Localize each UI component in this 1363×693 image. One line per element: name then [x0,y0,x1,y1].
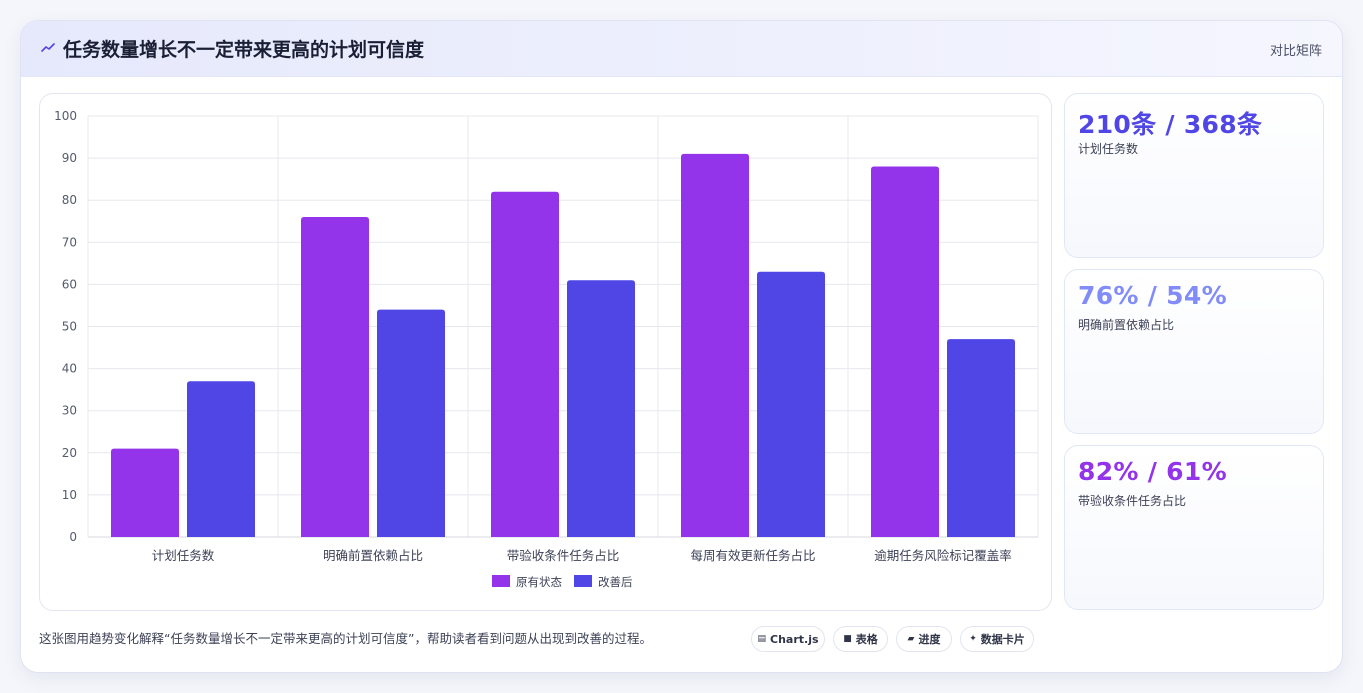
bar [301,217,369,537]
bar-chart: 0 10 20 30 40 50 60 70 80 90 100 计划任务数 明确前置依赖占比 带验收条件… [54,109,1039,589]
x-tick-label: 带验收条件任务占比 [507,548,620,563]
y-tick-label: 100 [54,109,77,123]
stat-label: 明确前置依赖占比 [1078,318,1175,332]
x-tick-label: 逾期任务风险标记覆盖率 [874,548,1012,563]
progress-icon: ▰ [907,634,915,644]
x-tick-label: 每周有效更新任务占比 [690,548,815,563]
chart-card: 任务数量增长不一定带来更高的计划可信度 对比矩阵 0 10 20 30 40 50 60 70… [20,20,1343,673]
legend-label: 改善后 [598,575,633,589]
chip-label: 表格 [855,633,878,646]
y-tick-label: 10 [62,488,77,502]
y-tick-label: 60 [62,277,77,291]
card-header: 任务数量增长不一定带来更高的计划可信度 对比矩阵 [21,21,1342,77]
trend-line-icon [41,43,55,52]
y-tick-label: 80 [62,193,77,207]
chart-caption: 这张图用趋势变化解释“任务数量增长不一定带来更高的计划可信度”，帮助读者看到问题… [39,631,652,646]
y-tick-label: 30 [62,404,77,418]
y-tick-label: 0 [69,530,77,544]
sparkle-icon: ✦ [969,634,977,644]
bar [377,309,445,537]
chip-data-card[interactable]: ✦ 数据卡片 [960,626,1034,652]
y-tick-label: 20 [62,446,77,460]
y-tick-label: 40 [62,362,77,376]
stat-value: 82% / 61% [1078,457,1227,486]
y-tick-label: 90 [62,151,77,165]
stat-label: 带验收条件任务占比 [1078,494,1187,508]
chip-label: Chart.js [770,632,819,646]
chip-table[interactable]: ■ 表格 [833,626,888,652]
bar [757,271,825,537]
bar [681,153,749,537]
bar [491,191,559,537]
y-tick-label: 50 [62,320,77,334]
stat-value: 210条 / 368条 [1078,110,1263,139]
table-icon: ■ [843,634,852,644]
stat-value: 76% / 54% [1078,281,1227,310]
chart-icon: ▤ [757,634,766,644]
legend-swatch [492,575,510,587]
bar [187,381,255,537]
stat-card-task-count: 210条 / 368条 计划任务数 [1064,93,1324,258]
chip-chartjs[interactable]: ▤ Chart.js [751,626,825,652]
stat-card-acceptance-ratio: 82% / 61% 带验收条件任务占比 [1064,445,1324,610]
x-tick-label: 计划任务数 [152,548,215,563]
stat-label: 计划任务数 [1078,142,1139,156]
page-title: 任务数量增长不一定带来更高的计划可信度 [63,39,425,61]
legend-swatch [574,575,592,587]
bar [871,166,939,537]
bar [567,280,635,537]
chip-progress[interactable]: ▰ 进度 [896,626,952,652]
view-mode-label[interactable]: 对比矩阵 [1269,44,1322,59]
bar [111,448,179,537]
chip-label: 数据卡片 [980,633,1025,646]
y-tick-label: 70 [62,235,77,249]
chip-label: 进度 [918,633,941,646]
legend-label: 原有状态 [516,575,562,589]
stat-card-dependency-ratio: 76% / 54% 明确前置依赖占比 [1064,269,1324,434]
x-tick-label: 明确前置依赖占比 [323,548,423,563]
chart-panel: 0 10 20 30 40 50 60 70 80 90 100 计划任务数 明确前置依赖占比 带验收条件… [39,93,1052,611]
bar [947,339,1015,537]
